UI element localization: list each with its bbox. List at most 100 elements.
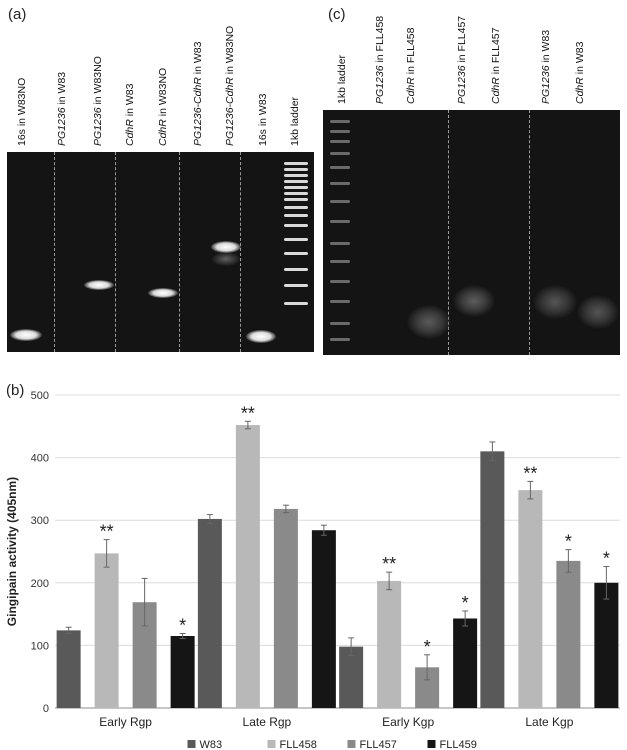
ladder-band bbox=[330, 322, 350, 325]
gingipain-bar-chart: 0 100 200 300 400 500 Gingipain activity (405n… bbox=[5, 390, 620, 750]
lane-label: 16s in W83NO bbox=[16, 77, 28, 146]
significance-mark: * bbox=[603, 549, 610, 569]
bar bbox=[377, 580, 402, 708]
lane-label: PG1236-CdhR in W83NO bbox=[224, 25, 236, 146]
ladder-band bbox=[330, 182, 350, 185]
bar bbox=[480, 451, 505, 708]
significance-mark: * bbox=[565, 532, 572, 552]
lane-divider bbox=[179, 152, 180, 352]
panel-c-label: (c) bbox=[328, 6, 346, 23]
ladder-band bbox=[330, 280, 350, 283]
lane-label: PG1236 in W83 bbox=[540, 29, 552, 104]
ladder-band bbox=[330, 200, 350, 203]
legend-swatch bbox=[267, 740, 276, 748]
bar bbox=[170, 636, 195, 708]
lane-label: CdhR in FLL458 bbox=[405, 27, 417, 104]
y-tick-label: 400 bbox=[31, 453, 49, 465]
lane-label: CdhR in FLL457 bbox=[490, 27, 502, 104]
legend-swatch bbox=[187, 740, 196, 748]
gel-band bbox=[84, 280, 114, 290]
category-label: Late Kgp bbox=[525, 715, 573, 729]
lane-label: CdhR in W83NO bbox=[157, 67, 169, 146]
ladder-band bbox=[284, 224, 308, 227]
lane-divider bbox=[448, 110, 449, 355]
y-tick-label: 0 bbox=[43, 703, 49, 715]
gel-band bbox=[453, 285, 495, 317]
lane-label: PG1236 in W83 bbox=[56, 71, 68, 146]
ladder-band bbox=[330, 120, 350, 123]
ladder-band bbox=[284, 198, 308, 201]
category-label: Late Rgp bbox=[243, 715, 292, 729]
y-tick-label: 500 bbox=[31, 390, 49, 402]
ladder-band bbox=[284, 252, 308, 255]
bar bbox=[235, 425, 260, 708]
significance-mark: * bbox=[462, 593, 469, 613]
significance-mark: ** bbox=[523, 463, 537, 483]
ladder-band bbox=[284, 302, 308, 305]
significance-mark: * bbox=[424, 637, 431, 657]
legend-label: FLL459 bbox=[440, 739, 477, 750]
y-axis-label: Gingipain activity (405nm) bbox=[5, 477, 19, 626]
bar bbox=[273, 508, 298, 708]
gel-band bbox=[533, 285, 577, 319]
y-tick-label: 200 bbox=[31, 578, 49, 590]
ladder-band bbox=[284, 214, 308, 217]
ladder-band bbox=[284, 168, 308, 171]
lane-divider bbox=[115, 152, 116, 352]
lane-divider bbox=[54, 152, 55, 352]
ladder-band bbox=[284, 186, 308, 189]
ladder-band bbox=[284, 174, 308, 177]
panel-a-label: (a) bbox=[8, 6, 27, 23]
bar bbox=[56, 630, 81, 708]
significance-mark: ** bbox=[382, 554, 396, 574]
significance-mark: ** bbox=[100, 522, 114, 542]
legend-label: W83 bbox=[200, 739, 223, 750]
bar bbox=[339, 646, 364, 708]
lane-label: PG1236 in FLL457 bbox=[456, 15, 468, 104]
bar bbox=[556, 560, 581, 708]
gel-band bbox=[246, 330, 276, 343]
gel-band bbox=[407, 305, 451, 339]
significance-mark: * bbox=[179, 616, 186, 636]
ladder-band bbox=[330, 300, 350, 303]
ladder-band bbox=[330, 338, 350, 341]
lane-label: PG1236-CdhR in W83 bbox=[192, 41, 204, 146]
gel-band bbox=[577, 295, 619, 329]
ladder-band bbox=[330, 242, 350, 245]
bar bbox=[518, 490, 543, 708]
bar bbox=[94, 553, 119, 708]
ladder-band bbox=[330, 152, 350, 155]
y-tick-label: 300 bbox=[31, 515, 49, 527]
ladder-band bbox=[330, 166, 350, 169]
ladder-band bbox=[330, 130, 350, 133]
lane-label: 1kb ladder bbox=[289, 96, 301, 146]
ladder-band bbox=[330, 220, 350, 223]
lane-label: 16s in W83 bbox=[257, 93, 269, 146]
y-tick-label: 100 bbox=[31, 640, 49, 652]
gel-band bbox=[212, 252, 240, 266]
gel-image-c bbox=[323, 110, 620, 355]
ladder-band bbox=[284, 238, 308, 241]
ladder-band bbox=[284, 180, 308, 183]
significance-mark: ** bbox=[241, 403, 255, 423]
lane-divider bbox=[240, 152, 241, 352]
category-label: Early Kgp bbox=[382, 715, 434, 729]
panel-b-label: (b) bbox=[6, 382, 25, 399]
ladder-band bbox=[284, 192, 308, 195]
category-label: Early Rgp bbox=[99, 715, 152, 729]
bar bbox=[594, 582, 619, 708]
bar bbox=[453, 618, 478, 708]
ladder-band bbox=[330, 260, 350, 263]
ladder-band bbox=[330, 140, 350, 143]
lane-label: PG1236 in FLL458 bbox=[374, 15, 386, 104]
ladder-band bbox=[284, 206, 308, 209]
lane-label: 1kb ladder bbox=[336, 54, 348, 104]
gel-band bbox=[211, 241, 241, 253]
legend-swatch bbox=[427, 740, 436, 748]
gel-image-a bbox=[7, 152, 314, 352]
lane-divider bbox=[529, 110, 530, 355]
lane-label: CdhR in W83 bbox=[124, 83, 136, 146]
bar bbox=[197, 518, 222, 708]
gel-band bbox=[10, 329, 42, 341]
ladder-band bbox=[284, 268, 308, 271]
